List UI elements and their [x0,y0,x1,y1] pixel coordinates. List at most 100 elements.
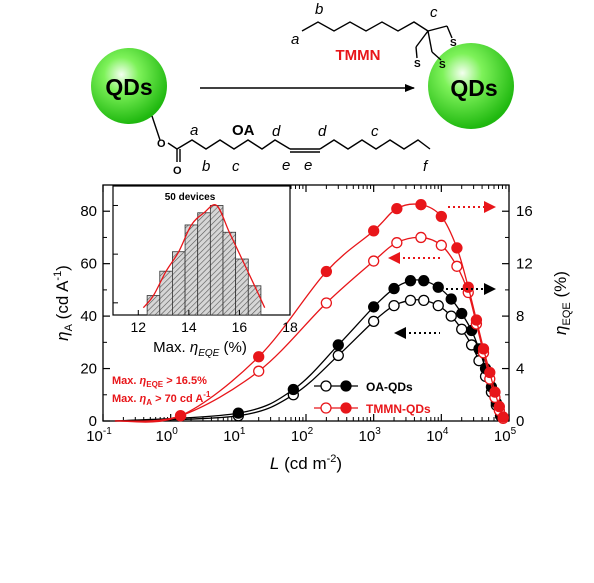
data-point-oa-current-efficiency [456,323,468,335]
y-left-tick-label: 0 [89,413,97,430]
data-point-tmmn-eqe [489,386,501,398]
annotation-max-a: Max. ηA > 70 cd A-1 [112,390,211,407]
inset-title: 50 devices [165,192,216,203]
data-point-tmmn-eqe [462,281,474,293]
data-point-tmmn-eqe [415,199,427,211]
data-point-tmmn-eqe [435,210,447,223]
y-left-tick-label: 80 [80,203,97,220]
y-right-tick-label: 8 [516,308,524,325]
histogram-bar [172,251,186,316]
left-qd-label: QDs [105,74,152,100]
inset-x-tick-label: 16 [232,319,248,335]
oa-position-a: a [190,122,198,139]
scheme: QDs QDs S S S a b c TMMN O O OA a b [91,1,514,177]
data-point-oa-eqe [432,281,444,293]
oa-alkyl-chain [176,139,291,150]
histogram-fit-curve [142,204,266,309]
y-left-tick-label: 40 [80,308,97,325]
ester-oxygen: O [157,138,166,150]
histogram-bar [184,224,199,316]
legend-marker-oa-open [320,380,332,392]
inset-x-tick-label: 12 [130,319,146,335]
histogram-bar [209,205,224,316]
sulfur-atom: S [450,38,457,49]
data-point-oa-eqe [445,293,457,305]
inset-x-label: Max. ηEQE (%) [153,339,247,360]
y-left-axis-label: ηA (cd A-1) [52,265,76,341]
data-point-tmmn-current-efficiency [391,237,403,249]
tmmn-bond [415,30,429,48]
oa-position-e: e [304,157,312,174]
data-point-tmmn-eqe [320,265,333,278]
tmmn-position-a: a [291,31,299,48]
x-tick-label: 102 [291,426,314,445]
inset-ticks: 12 14 16 18 [113,204,298,335]
data-point-tmmn-current-efficiency [415,231,427,244]
data-point-tmmn-current-efficiency [435,239,447,251]
data-point-oa-eqe [232,407,244,419]
y-right-tick-label: 16 [516,203,533,220]
sulfur-atom: S [439,60,446,71]
oa-anchor-bond [151,115,161,141]
data-point-tmmn-eqe [470,314,483,326]
data-point-oa-current-efficiency [368,315,380,328]
inset-x-tick-label: 18 [282,319,298,335]
data-point-tmmn-eqe [253,351,265,363]
histogram-bar [197,212,211,316]
main-series [114,199,509,425]
data-point-oa-eqe [456,307,468,320]
oa-position-f: f [423,158,429,175]
data-point-oa-current-efficiency [332,349,344,362]
tmmn-alkyl-chain [301,21,429,32]
oa-position-c: c [371,123,379,140]
y-right-tick-label: 12 [516,256,533,273]
oa-position-d: d [272,123,281,140]
oa-position-b: b [202,158,210,175]
data-point-tmmn-current-efficiency [253,365,265,377]
legend-label-tmmn: TMMN-QDs [366,402,431,416]
oa-label: OA [232,122,255,139]
legend-marker-tmmn-open [320,402,332,414]
data-point-oa-current-efficiency [388,299,400,312]
histogram-bar [247,285,262,316]
oa-position-c: c [232,158,240,175]
data-point-oa-eqe [388,282,400,295]
data-point-oa-eqe [368,301,380,313]
data-point-tmmn-eqe [391,202,403,215]
x-tick-label: 10-1 [86,426,112,445]
histogram-bar [222,231,237,316]
x-tick-label: 103 [359,426,382,445]
legend: OA-QDs TMMN-QDs [314,380,431,416]
annotation-max-eqe: Max. ηEQE > 16.5% [112,375,207,389]
tmmn-position-b: b [315,1,323,18]
right-qd-sphere [428,43,514,129]
data-point-tmmn-eqe [497,411,509,423]
oa-position-d: d [318,123,327,140]
right-qd-label: QDs [450,75,497,101]
histogram-bar [146,295,161,316]
sulfur-atom: S [414,59,421,70]
legend-marker-oa-filled [340,380,352,392]
arrow-head [484,201,496,213]
oa-position-e: e [282,157,290,174]
inset-histogram: 50 devices 12 14 16 18 Max. ηEQE (%) [112,185,298,360]
tmmn-bond [446,25,453,39]
data-point-tmmn-current-efficiency [451,260,463,272]
data-point-oa-eqe [418,275,430,287]
data-point-oa-current-efficiency [404,294,417,307]
tmmn-bond [427,25,448,32]
data-point-tmmn-current-efficiency [368,255,380,267]
arrow-head [388,252,400,264]
axis-arrows [388,201,496,339]
inset-bars [142,204,266,316]
inset-x-tick-label: 14 [181,319,197,335]
data-point-oa-eqe [404,275,417,287]
data-point-oa-eqe [287,383,299,396]
legend-label-oa: OA-QDs [366,380,413,394]
y-right-tick-label: 0 [516,413,524,430]
data-point-tmmn-current-efficiency [320,297,333,309]
arrow-head [394,327,406,339]
data-point-tmmn-eqe [451,242,463,254]
